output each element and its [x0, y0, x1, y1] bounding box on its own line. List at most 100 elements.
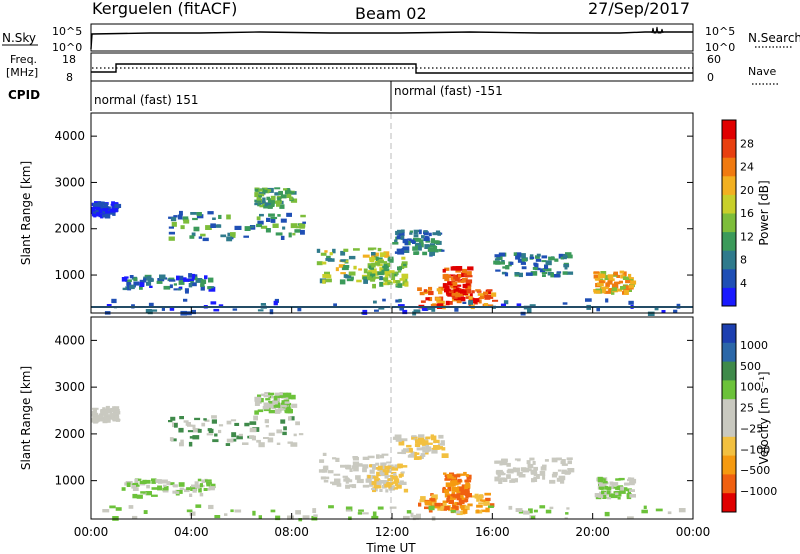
velocity-echo-cell	[465, 474, 469, 477]
nsearch-spikes	[651, 26, 664, 34]
power-echo-cell	[159, 274, 166, 280]
power-echo-cell	[622, 276, 630, 280]
power-echo-cell	[624, 290, 629, 295]
colorbar-swatch	[722, 455, 736, 475]
velocity-echo-cell	[289, 416, 295, 421]
power-echo-cell	[212, 217, 216, 220]
velocity-echo-cell	[268, 409, 276, 414]
velocity-echo-cell	[218, 429, 222, 434]
power-echo-cell	[345, 274, 352, 279]
date-title: 27/Sep/2017	[588, 0, 690, 18]
colorbar-swatch	[722, 493, 736, 513]
power-echo-cell	[412, 239, 416, 244]
power-echo-cell	[596, 306, 600, 312]
power-echo-cell	[382, 265, 389, 269]
power-echo-cell	[414, 238, 421, 241]
power-echo-cell	[161, 306, 165, 311]
velocity-echo-cell	[480, 509, 487, 513]
velocity-echo-cell	[447, 486, 452, 492]
velocity-echo-cell	[242, 442, 249, 445]
power-echo-cell	[190, 212, 197, 215]
velocity-echo-cell	[259, 398, 264, 403]
colorbar-swatch	[722, 418, 736, 438]
velocity-echo-cell	[419, 455, 424, 459]
power-echo-cell	[475, 289, 481, 292]
velocity-echo-cell	[403, 448, 410, 452]
power-echo-cell	[501, 271, 507, 275]
velocity-echo-cell	[628, 481, 635, 486]
power-echo-cell	[362, 309, 368, 315]
power-echo-cell	[289, 196, 293, 201]
power-echo-cell	[414, 242, 422, 248]
velocity-echo-cell	[406, 444, 412, 448]
power-echo-cell	[436, 300, 442, 303]
velocity-echo-cell	[188, 441, 193, 447]
power-echo-cell	[377, 247, 382, 252]
velocity-echo-cell	[450, 510, 456, 513]
velocity-echo-cell	[467, 503, 473, 507]
velocity-echo-cell	[501, 458, 507, 463]
velocity-echo-cell	[288, 396, 294, 400]
power-echo-cell	[267, 205, 273, 209]
power-echo-cell	[173, 215, 178, 218]
power-echo-cell	[516, 303, 522, 307]
velocity-echo-cell	[497, 471, 505, 476]
power-echo-cell	[534, 263, 539, 269]
colorbar-tick-label: −500	[740, 464, 770, 477]
power-echo-cell	[178, 286, 182, 289]
velocity-echo-cell	[111, 418, 117, 421]
power-echo-cell	[262, 187, 268, 192]
power-echo-cell	[198, 236, 202, 239]
velocity-echo-cell	[283, 399, 290, 402]
power-echo-cell	[457, 284, 462, 287]
power-echo-cell	[397, 266, 402, 271]
velocity-echo-cell	[265, 425, 269, 428]
velocity-echo-cell	[516, 471, 523, 476]
velocity-echo-cell	[312, 508, 317, 513]
colorbar-swatch	[722, 399, 736, 419]
power-echo-cell	[324, 271, 330, 275]
velocity-echo-cell	[485, 497, 491, 501]
power-echo-cell	[541, 255, 548, 259]
power-echo-cell	[207, 211, 214, 215]
velocity-echo-cell	[371, 487, 376, 491]
power-echo-cell	[256, 195, 262, 201]
velocity-echo-cell	[384, 465, 392, 470]
velocity-echo-cell	[277, 408, 284, 411]
colorbar-frame	[721, 323, 737, 513]
velocity-echo-cell	[322, 469, 328, 473]
velocity-echo-cell	[479, 499, 486, 502]
power-echo-cell	[178, 280, 185, 285]
velocity-echo-cell	[362, 512, 369, 515]
colorbar-tick-label: 1000	[740, 339, 768, 352]
velocity-echo-cell	[91, 410, 97, 415]
velocity-echo-cell	[105, 414, 111, 417]
power-echo-cell	[133, 281, 140, 286]
power-echo-cell	[673, 309, 678, 314]
power-echo-cell	[191, 309, 196, 315]
velocity-echo-cell	[560, 479, 565, 484]
power-echo-cell	[133, 277, 138, 282]
velocity-echo-cell	[142, 479, 147, 485]
velocity-echo-cell	[332, 483, 338, 486]
power-echo-cell	[596, 282, 604, 287]
velocity-echo-cell	[265, 398, 271, 401]
velocity-echo-cell	[192, 435, 200, 440]
power-echo-cell	[434, 249, 439, 253]
power-echo-cell	[343, 265, 350, 268]
power-echo-cell	[403, 250, 410, 253]
power-echo-cell	[392, 242, 399, 245]
velocity-echo-cell	[438, 434, 444, 439]
velocity-echo-cell	[345, 477, 350, 480]
velocity-echo-cell	[185, 422, 191, 426]
power-echo-cell	[556, 271, 562, 274]
power-echo-cell	[616, 274, 621, 278]
velocity-echo-cell	[442, 486, 446, 491]
power-echo-cell	[661, 310, 666, 314]
velocity-echo-cell	[476, 504, 483, 508]
velocity-echo-cell	[514, 458, 521, 461]
nsky-panel-frame	[90, 23, 694, 52]
power-echo-cell	[379, 281, 384, 287]
velocity-echo-cell	[421, 446, 426, 450]
power-echo-cell	[562, 271, 568, 275]
